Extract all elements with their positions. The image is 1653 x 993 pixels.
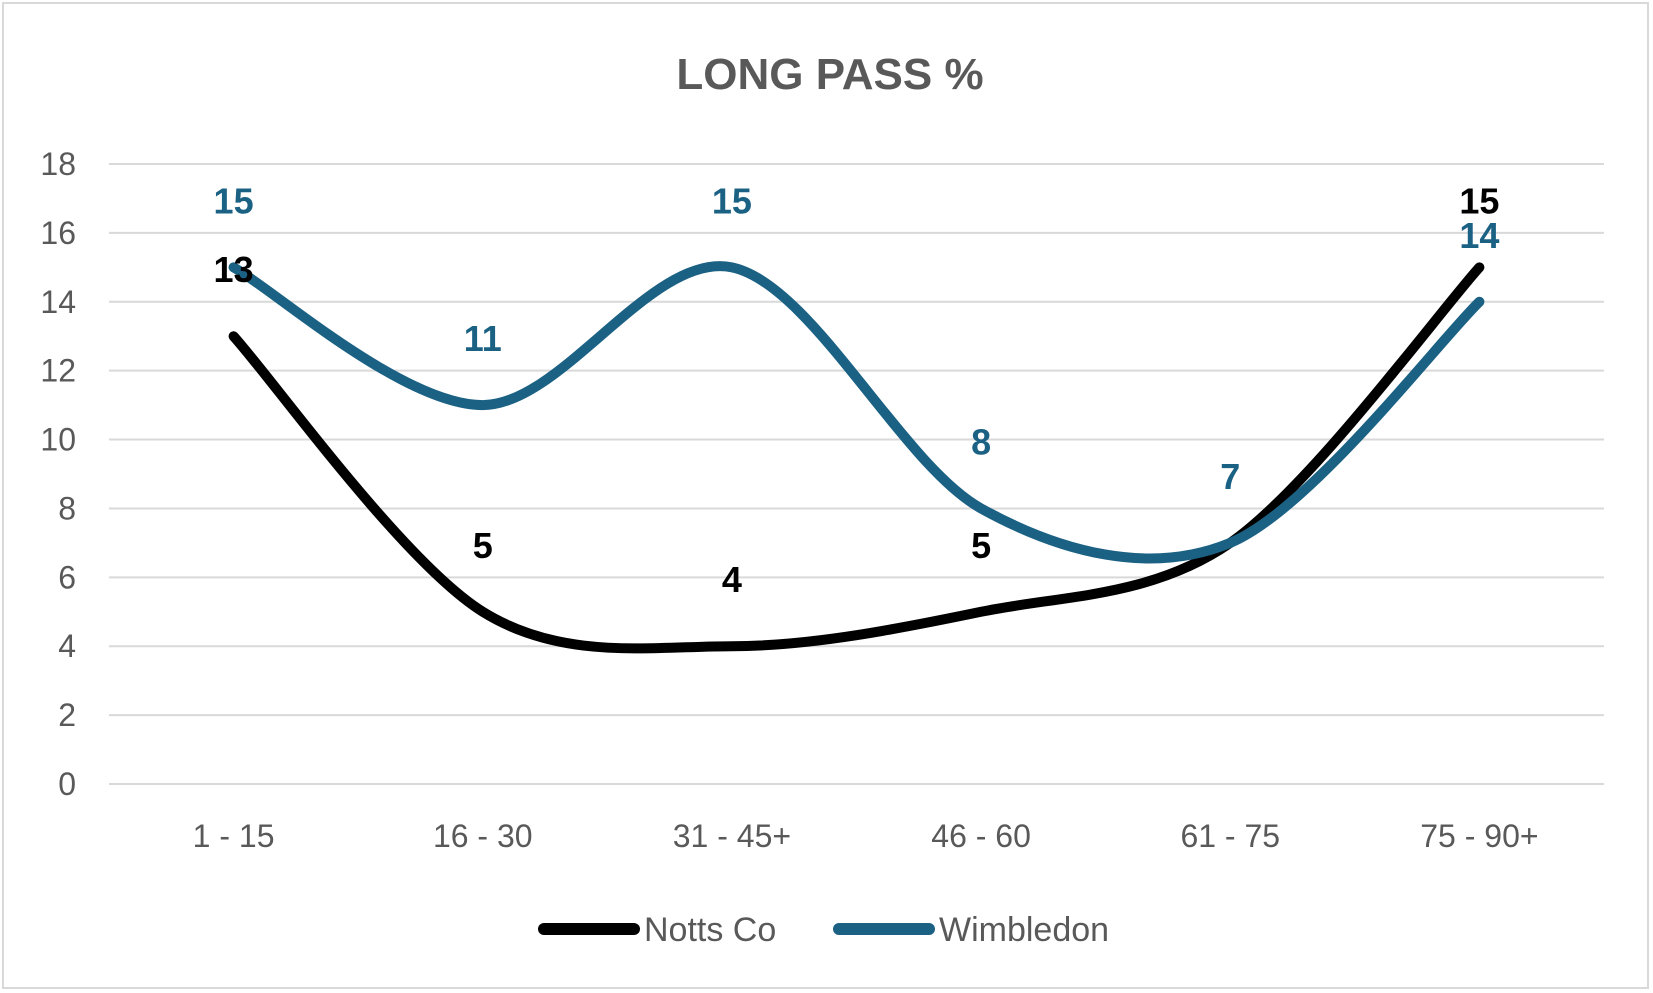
gridlines xyxy=(109,163,1604,785)
x-tick-label: 46 - 60 xyxy=(931,818,1031,854)
x-tick-label: 31 - 45+ xyxy=(673,818,791,854)
y-tick-label: 0 xyxy=(58,766,76,802)
y-tick-label: 18 xyxy=(40,146,76,182)
series-lines xyxy=(228,261,1485,654)
data-labels: 13 5 4 5 15 15 11 15 8 7 14 xyxy=(214,180,1500,600)
x-tick-label: 61 - 75 xyxy=(1180,818,1280,854)
series-line-notts-co xyxy=(228,262,1485,654)
data-label: 14 xyxy=(1459,215,1499,256)
data-label: 4 xyxy=(722,559,742,600)
x-axis-ticks: 1 - 15 16 - 30 31 - 45+ 46 - 60 61 - 75 75 - … xyxy=(193,818,1539,854)
chart-title: LONG PASS % xyxy=(676,50,983,99)
data-label: 7 xyxy=(1220,456,1240,497)
y-tick-label: 2 xyxy=(58,697,76,733)
series-line-wimbledon xyxy=(228,261,1485,564)
y-tick-label: 10 xyxy=(40,422,76,458)
data-label: 15 xyxy=(712,180,752,221)
x-tick-label: 16 - 30 xyxy=(433,818,533,854)
legend: Notts Co Wimbledon xyxy=(538,911,1109,949)
legend-label: Wimbledon xyxy=(939,911,1109,949)
data-label: 15 xyxy=(1459,180,1499,221)
y-tick-label: 12 xyxy=(40,353,76,389)
y-tick-label: 14 xyxy=(40,284,76,320)
data-label: 13 xyxy=(214,249,254,290)
y-tick-label: 8 xyxy=(58,490,76,526)
y-tick-label: 6 xyxy=(58,559,76,595)
data-label: 5 xyxy=(971,525,991,566)
legend-label: Notts Co xyxy=(644,911,776,949)
data-label: 11 xyxy=(464,318,502,359)
data-label: 5 xyxy=(473,525,493,566)
y-tick-label: 4 xyxy=(58,628,76,664)
y-tick-label: 16 xyxy=(40,215,76,251)
y-axis-ticks: 0 2 4 6 8 10 12 14 16 18 xyxy=(40,146,76,802)
x-tick-label: 75 - 90+ xyxy=(1420,818,1538,854)
data-label: 15 xyxy=(214,180,254,221)
line-chart: LONG PASS % 0 2 4 6 8 10 12 14 16 18 1 - 15 16 - 3… xyxy=(40,50,1604,949)
data-label: 8 xyxy=(971,421,991,462)
x-tick-label: 1 - 15 xyxy=(193,818,275,854)
